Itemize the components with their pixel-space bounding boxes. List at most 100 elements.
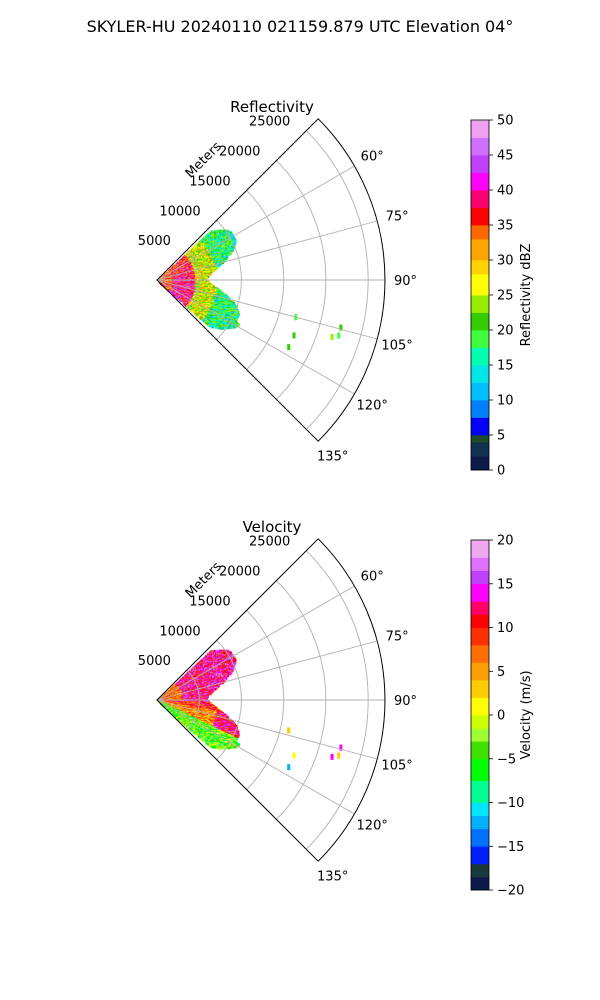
data-cell [215,299,218,302]
colorbar-segment [471,172,489,191]
data-cell [211,326,214,329]
data-cell [214,253,217,257]
data-cell [224,255,227,259]
data-cell [205,261,208,265]
colorbar-segment [471,456,489,471]
data-cell [232,248,235,251]
data-cell [220,262,223,265]
colorbar-segment [471,417,489,436]
data-cell [222,247,225,251]
data-cell [226,307,229,310]
colorbar-segment [471,239,489,261]
data-cell [222,301,225,305]
colorbar-tick-label: 45 [497,149,514,164]
data-cell [209,254,213,258]
data-cell [223,259,227,262]
data-cell [208,301,211,304]
data-cell [211,270,215,273]
data-cell [224,249,227,252]
data-cell [227,253,231,256]
data-cell [176,296,179,300]
data-cell [232,246,236,249]
colorbar-tick-label: 5 [497,429,505,444]
data-cell [215,304,218,307]
colorbar-segment [471,225,489,240]
data-cell [208,325,212,328]
data-cell [213,229,217,233]
data-cell [202,281,205,284]
azimuth-tick-label: 105° [381,338,412,353]
azimuth-tick-label: 120° [357,398,388,413]
data-cell [217,264,221,267]
data-cell [201,275,204,279]
data-cell [204,299,207,303]
data-cell [213,250,217,253]
data-cell [201,289,204,292]
data-cell [204,278,207,281]
data-cell [209,288,212,291]
colorbar-segment [471,365,489,383]
data-cell [202,287,205,290]
data-cell [219,229,222,232]
colorbar-segment [471,400,489,418]
data-cell [234,242,237,245]
data-cell [222,299,226,302]
data-cell [230,312,233,316]
data-cell [206,285,209,289]
data-cell [203,287,206,290]
data-cell [215,326,218,329]
data-cell [189,275,192,278]
data-cell [207,294,211,297]
colorbar-segment [471,382,489,401]
data-cell [217,306,220,309]
data-cell [206,261,209,264]
data-cell [208,298,211,301]
data-cell [214,268,217,271]
colorbar-tick-label: 30 [497,254,514,269]
colorbar-label: Reflectivity dBZ [519,244,534,347]
data-cell [219,307,223,310]
azimuth-tick-label: 60° [361,150,384,165]
data-cell [224,253,228,256]
data-cell [207,270,210,273]
data-cell [220,298,223,301]
data-cell [209,251,212,254]
data-cell [225,296,228,300]
data-cell [208,289,212,293]
data-cell [208,252,211,255]
colorbar-segment [471,190,489,208]
data-cell [215,253,218,256]
data-cell [201,271,205,275]
data-cell [193,283,197,287]
data-cell [202,277,205,280]
data-cell [233,314,237,317]
data-cell [224,232,228,235]
data-cell [217,247,220,250]
colorbar-segment [471,120,489,138]
data-cell [222,260,226,263]
echo-point [330,333,334,340]
data-cell [203,274,207,277]
data-cell [226,253,229,257]
range-tick-label: 5000 [138,234,171,249]
data-cell [228,300,231,304]
colorbar-segment [471,137,489,156]
range-tick-label: 20000 [219,145,260,160]
data-cell [228,246,231,249]
colorbar-segment [471,347,489,366]
colorbar-tick-label: 35 [497,219,514,234]
data-cell [217,255,221,258]
data-cell [204,287,208,290]
data-cell [211,267,214,270]
data-cell [214,239,217,243]
colorbar-segment [471,330,489,348]
data-cell [217,300,221,303]
colorbar-segment [471,260,489,275]
data-cell [231,249,234,253]
data-cell [179,299,182,302]
data-cell [211,245,214,248]
data-cell [208,269,212,272]
colorbar-tick-label: 20 [497,324,514,339]
data-cell [210,271,213,274]
